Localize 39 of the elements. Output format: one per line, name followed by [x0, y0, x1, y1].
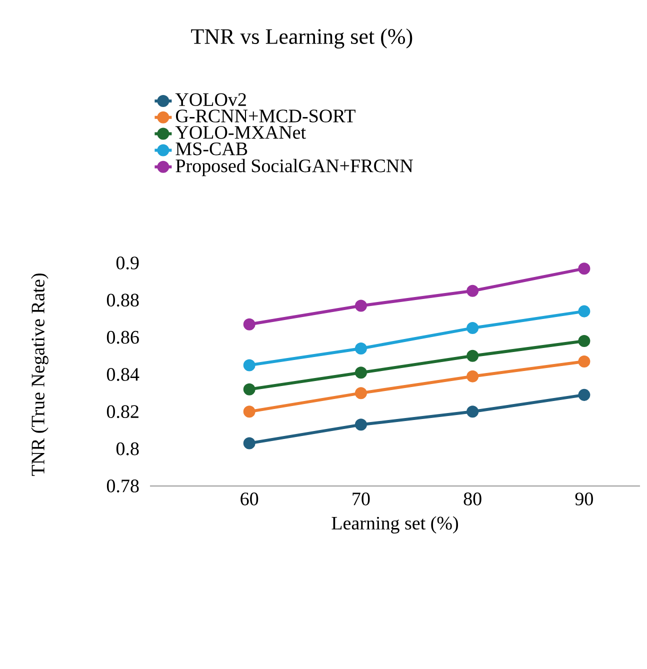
point — [243, 406, 256, 418]
x-tick-label: 70 — [352, 492, 370, 506]
legend-label: YOLO-MXANet — [175, 126, 306, 139]
y-tick-label: 0.82 — [106, 405, 138, 418]
point — [578, 335, 590, 348]
y-tick-label: 0.8 — [116, 442, 139, 456]
x-tick-label: 80 — [464, 492, 482, 506]
point — [466, 284, 479, 297]
x-axis-title: Learning set (%) — [332, 516, 458, 534]
legend-label: MS-CAB — [176, 142, 248, 156]
y-tick-label: 0.84 — [106, 368, 140, 381]
legend-label: G-RCNN+MCD-SORT — [176, 110, 356, 122]
chart-title: TNR vs Learning set (%) — [191, 28, 412, 48]
point — [466, 370, 479, 382]
point — [578, 262, 590, 275]
point — [243, 318, 256, 330]
point — [354, 342, 367, 354]
legend-label: YOLOv2 — [175, 93, 246, 106]
point — [578, 388, 590, 401]
point — [578, 305, 590, 318]
point — [466, 322, 479, 334]
legend-label: Proposed SocialGAN+FRCNN — [176, 158, 413, 176]
y-tick-label: 0.78 — [106, 480, 139, 492]
y-tick-label: 0.88 — [106, 294, 139, 307]
x-tick-label: 60 — [240, 492, 258, 506]
point — [354, 300, 367, 312]
y-axis-title: TNR (True Negative Rate) — [31, 274, 48, 476]
point — [243, 359, 256, 372]
point — [354, 387, 367, 400]
y-tick-label: 0.86 — [106, 330, 139, 344]
point — [466, 406, 479, 418]
point — [578, 355, 590, 368]
point — [243, 437, 256, 450]
point — [466, 350, 479, 362]
point — [354, 366, 367, 379]
point — [243, 383, 256, 396]
x-tick-label: 90 — [575, 492, 593, 506]
y-tick-label: 0.9 — [116, 256, 139, 270]
point — [354, 418, 367, 431]
